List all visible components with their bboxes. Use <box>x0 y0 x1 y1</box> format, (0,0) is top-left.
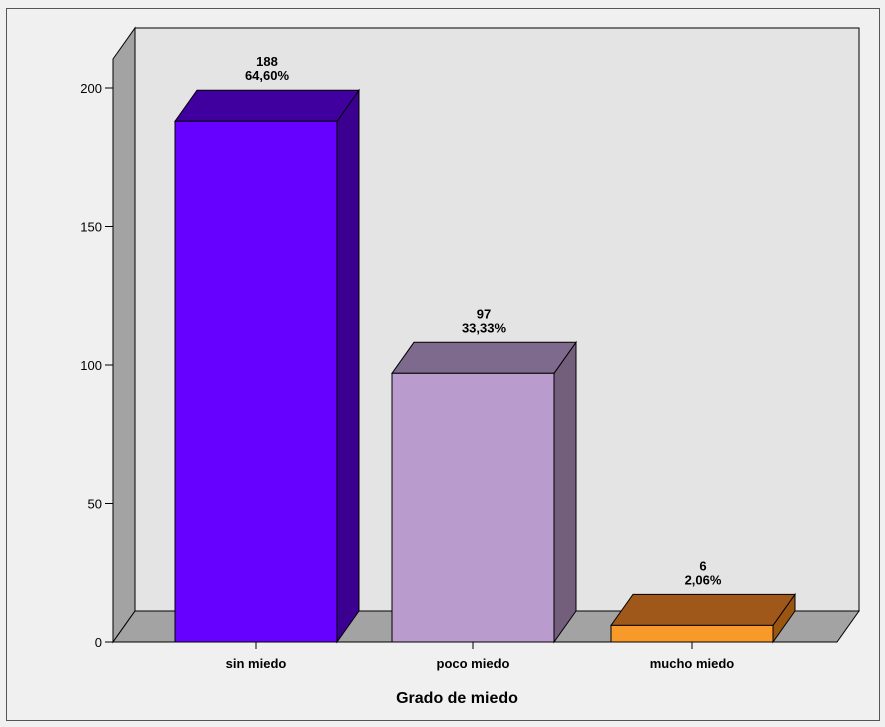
y-tick-label: 50 <box>88 497 102 512</box>
chart-border <box>6 8 880 721</box>
y-tick-label: 0 <box>95 635 102 650</box>
bar-percent-label: 33,33% <box>462 320 507 335</box>
y-tick-label: 200 <box>80 81 102 96</box>
bar: 62,06% <box>610 558 796 644</box>
left-wall <box>112 26 136 644</box>
bar-front <box>610 624 774 643</box>
bar-percent-label: 2,06% <box>685 572 722 587</box>
bar-front <box>174 120 338 643</box>
bar-value-label: 6 <box>699 558 706 573</box>
bar-percent-label: 64,60% <box>245 68 290 83</box>
x-axis-title: Grado de miedo <box>396 690 518 707</box>
x-tick-label: sin miedo <box>226 656 287 671</box>
y-axis: 0 50 100 150 200 <box>80 81 113 650</box>
bar-top <box>174 89 360 122</box>
bar-value-label: 188 <box>256 54 278 69</box>
bar-side <box>336 88 360 644</box>
bar-front <box>391 372 555 643</box>
bar-side <box>553 340 577 644</box>
x-tick-label: mucho miedo <box>650 656 735 671</box>
bar-top <box>391 341 577 374</box>
x-tick-label: poco miedo <box>437 656 510 671</box>
y-tick-label: 150 <box>80 220 102 235</box>
bar-value-label: 97 <box>477 306 491 321</box>
bar-top <box>610 593 796 626</box>
x-axis: sin miedo poco miedo mucho miedo <box>226 642 735 671</box>
y-tick-label: 100 <box>80 358 102 373</box>
